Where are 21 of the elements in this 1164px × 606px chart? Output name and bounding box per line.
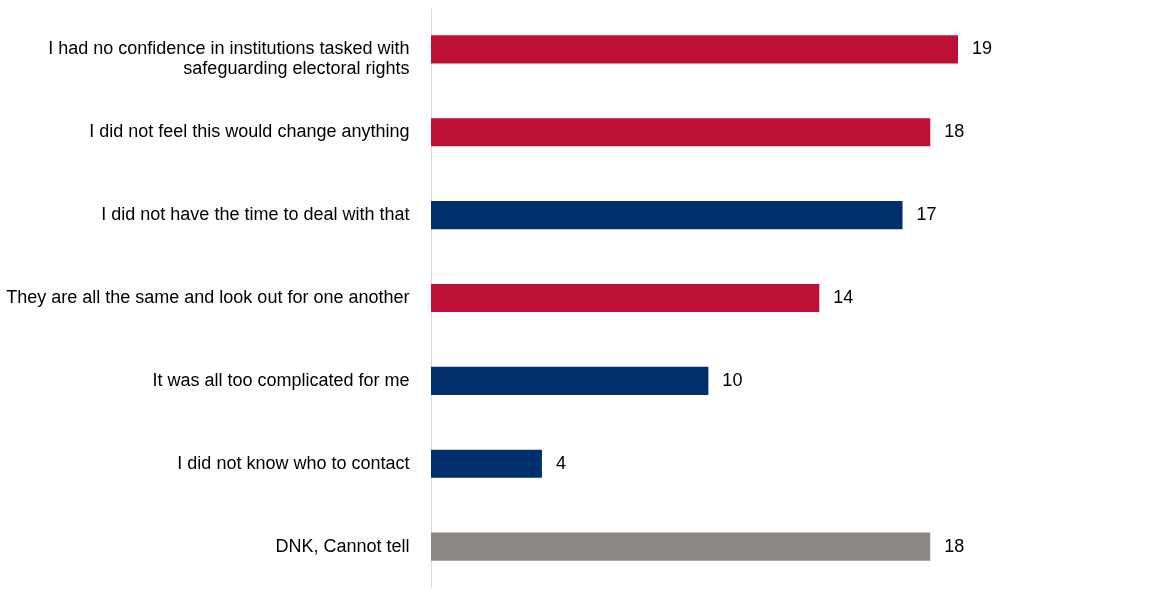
- data-label: 19: [972, 38, 993, 59]
- data-label: 18: [944, 535, 965, 556]
- data-label: 10: [722, 369, 743, 390]
- data-label: 4: [555, 452, 566, 473]
- y-tick-label: DNK, Cannot tell: [275, 535, 410, 556]
- data-label: 14: [833, 287, 854, 307]
- bar: [431, 366, 709, 395]
- bar: [431, 532, 931, 561]
- bar: [431, 201, 903, 230]
- y-tick-label: I did not have the time to deal with that: [101, 204, 410, 225]
- bar: [431, 449, 542, 478]
- y-tick-label: They are all the same and look out for one another: [6, 287, 410, 307]
- bar: [431, 35, 958, 64]
- bar: [431, 118, 931, 147]
- bar: [431, 283, 820, 313]
- data-label: 17: [916, 204, 937, 225]
- data-label: 18: [944, 121, 965, 142]
- y-tick-label: It was all too complicated for me: [152, 369, 410, 390]
- y-tick-label: I did not know who to contact: [177, 452, 410, 473]
- y-tick-label: I had no confidence in institutions tasked with safeguarding electoral rights: [48, 38, 410, 79]
- y-tick-label: I did not feel this would change anything: [89, 121, 410, 142]
